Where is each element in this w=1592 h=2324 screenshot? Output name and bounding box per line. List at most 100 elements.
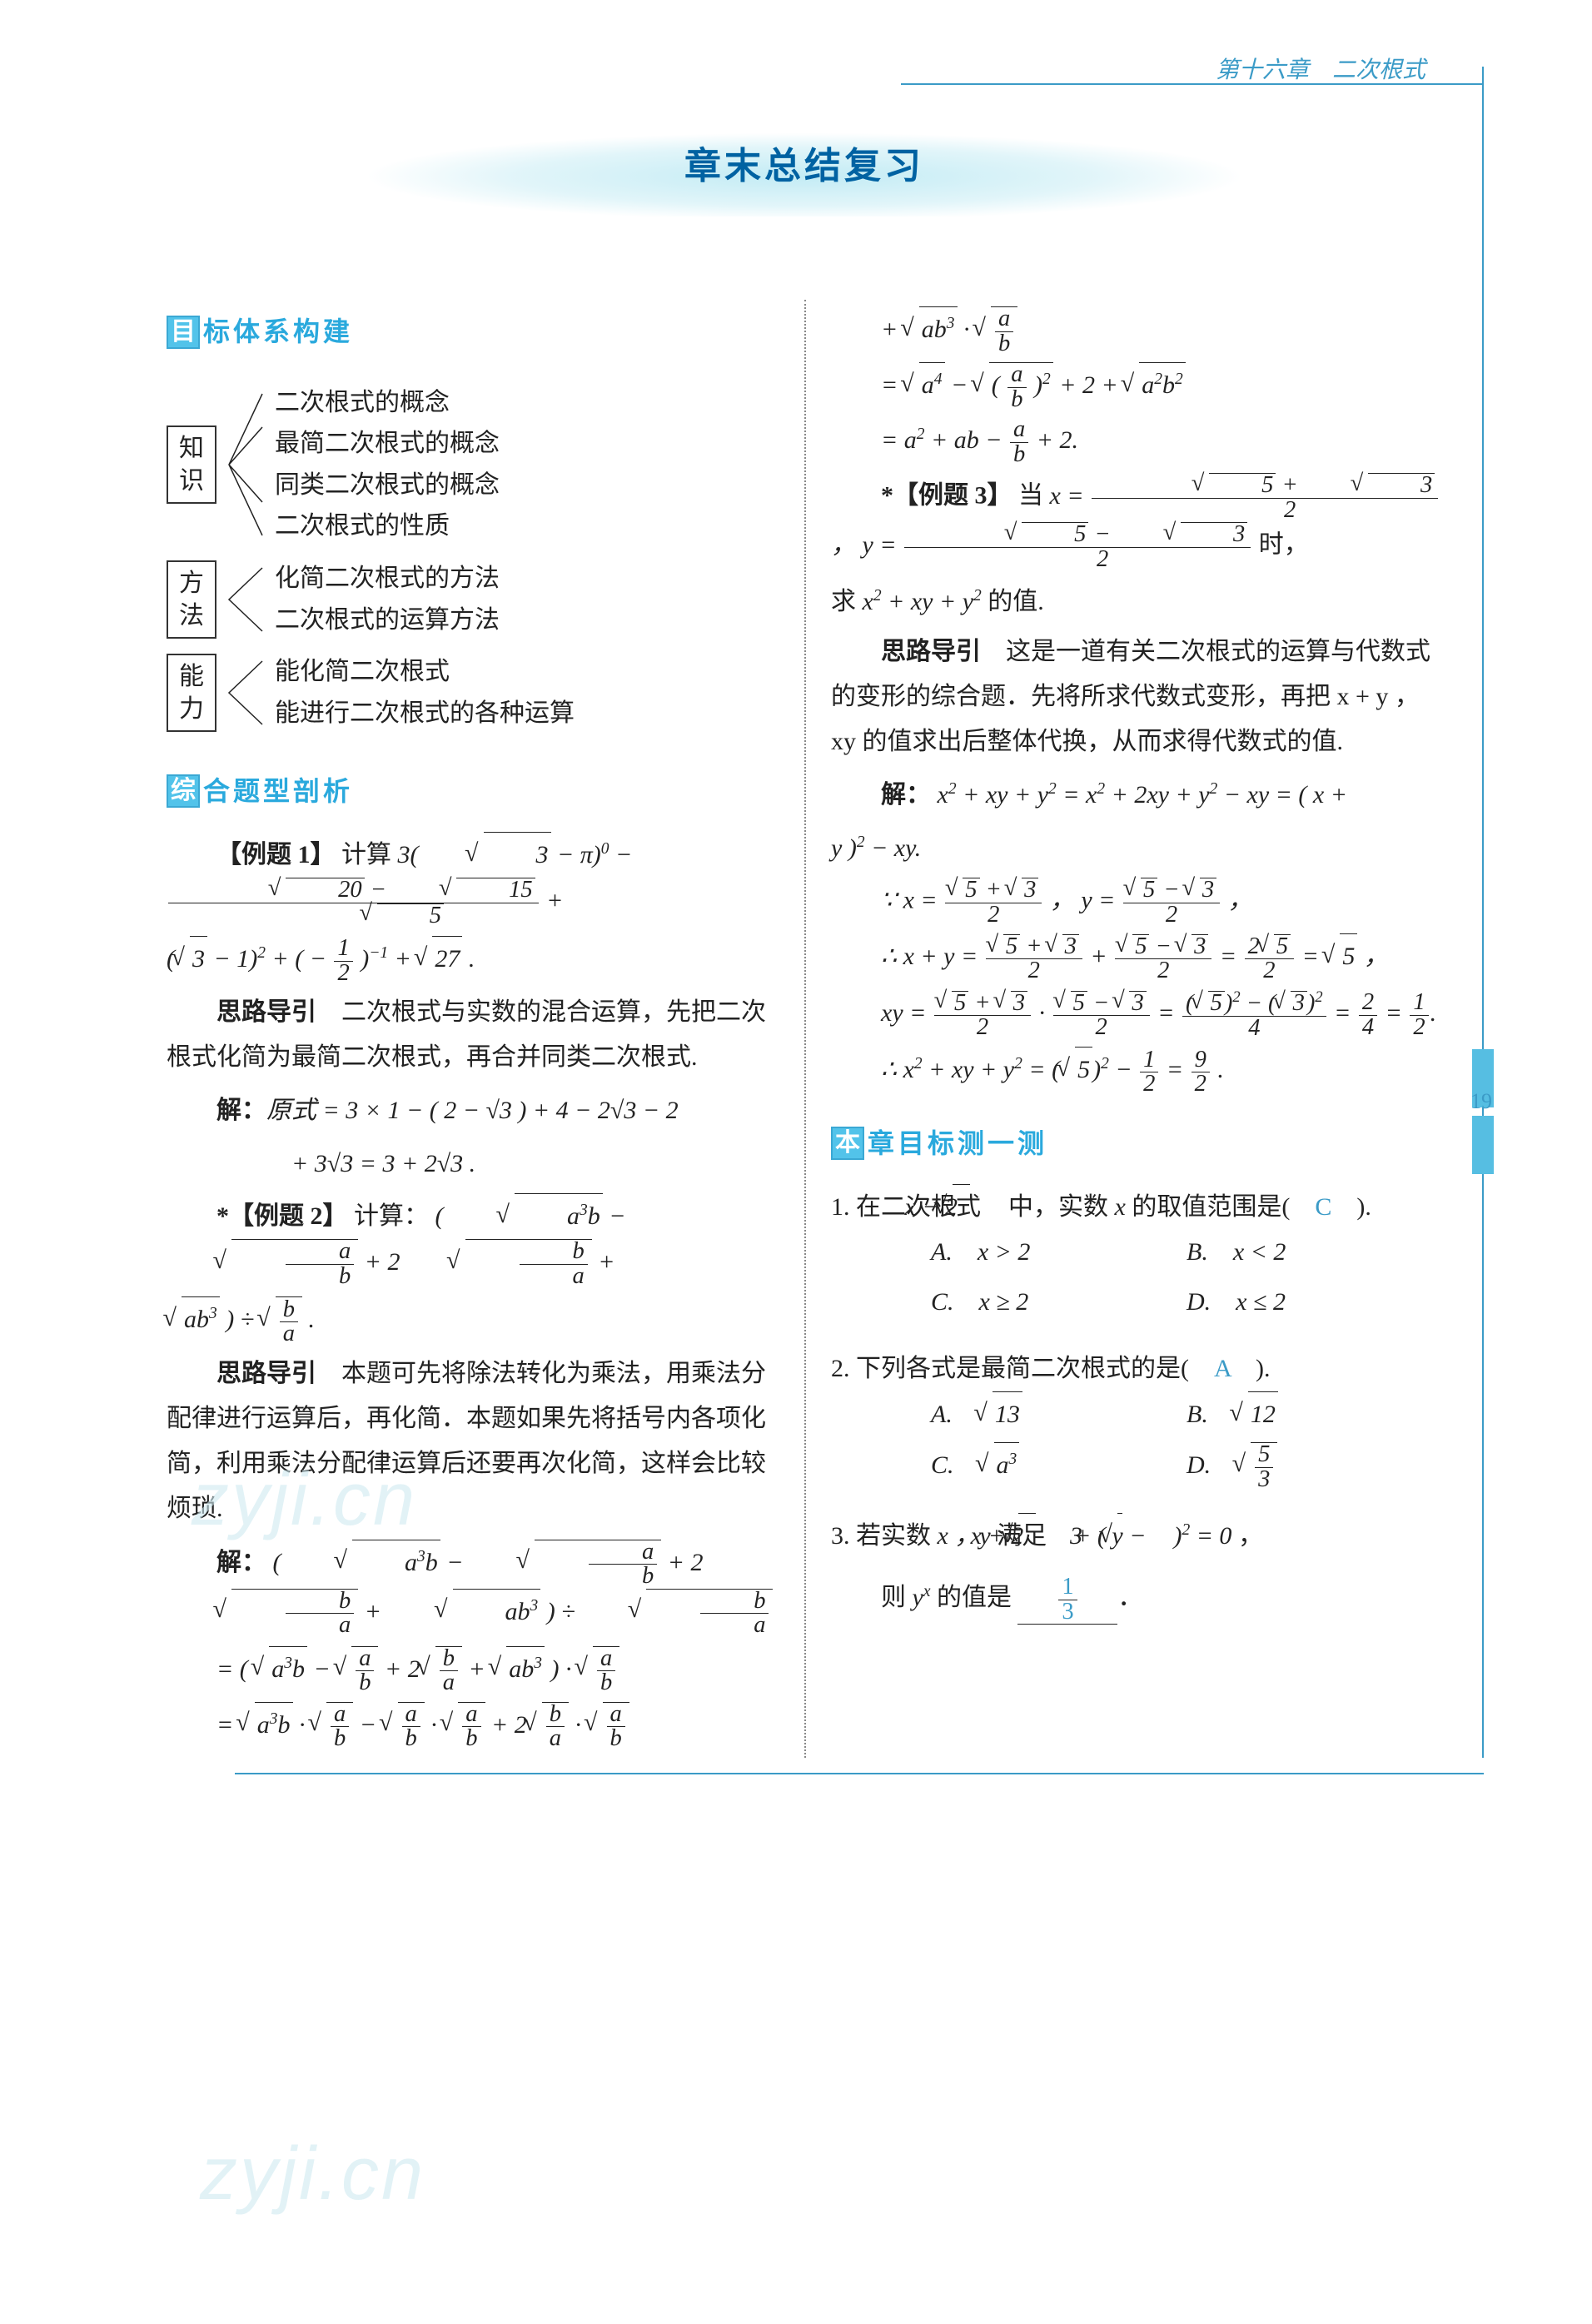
option-b: B. 12: [1187, 1391, 1442, 1437]
example-1-hint: 思路导引 二次根式与实数的混合运算，先把二次根式化简为最简二次根式，再合并同类二…: [167, 990, 779, 1080]
example-3-solution: 解： x2 + xy + y2 = x2 + 2xy + y2 − xy = (…: [831, 773, 1442, 818]
sol-step: = a3b · ab − ab · ab + 2ba · ab: [167, 1702, 779, 1751]
question-2: 2. 下列各式是最简二次根式的是( A ). A. 13 B. 12 C. a3…: [831, 1346, 1442, 1496]
example-label: *【例题 2】: [216, 1202, 348, 1230]
question-1: 1. 在二次根式 x − 2 中，实数 x 的取值范围是( C ). A. x …: [831, 1184, 1442, 1330]
sol-step: + ab3 · ab: [831, 306, 1442, 356]
sol-step: = a4 − ( ab )2 + 2 + a2b2: [831, 362, 1442, 411]
find-pre: 求: [831, 588, 856, 615]
example-3-find: 求 x2 + xy + y2 的值.: [831, 580, 1442, 625]
q-text: 的取值范围是(: [1132, 1193, 1315, 1221]
q-text: ，: [1238, 1522, 1263, 1550]
example-2-solution: 解： ( a3b − ab + 2ba + ab3 ) ÷ ba: [167, 1540, 779, 1638]
option-c: C. a3: [931, 1442, 1187, 1491]
math-inline: x: [1115, 1193, 1132, 1221]
question-list: 1. 在二次根式 x − 2 中，实数 x 的取值范围是( C ). A. x …: [831, 1184, 1442, 1625]
tree-item: 二次根式的概念: [275, 382, 500, 424]
q-text: 若实数: [856, 1522, 931, 1550]
tree-item: 能化简二次根式: [275, 651, 575, 693]
sol-label: 解：: [216, 1549, 266, 1576]
options: A. x > 2 B. x < 2 C. x ≥ 2 D. x ≤ 2: [881, 1230, 1442, 1330]
tree-label: 能 力: [167, 654, 216, 732]
math-inline: x − 2: [988, 1193, 1002, 1221]
example-2-stem: *【例题 2】 计算： ( a3b − ab + 2ba +: [167, 1193, 779, 1288]
q-close: ).: [1231, 1355, 1271, 1382]
sol-step: = a2 + ab − ab + 2.: [831, 418, 1442, 466]
example-1-solution: 解：原式 = 3 × 1 − ( 2 − √3 ) + 4 − 2√3 − 2: [167, 1088, 779, 1133]
example-label: 【例题 1】: [216, 841, 336, 868]
stem-text: 计算：: [354, 1202, 429, 1230]
section-title: 合题型剖析: [203, 768, 353, 816]
fill-pre: 则: [881, 1584, 906, 1611]
tree-item: 二次根式的运算方法: [275, 600, 500, 641]
example-1-stem-line2: (3 − 1)2 + ( − 12 )−1 + 27 .: [167, 936, 779, 985]
chapter-header: 第十六章 二次根式: [1216, 50, 1425, 92]
tree-label: 方 法: [167, 560, 216, 639]
section-head-analysis: 综 合题型剖析: [167, 768, 353, 816]
brace-icon: [216, 651, 275, 734]
q-tail: ．: [1117, 1584, 1142, 1611]
tree-items: 化简二次根式的方法 二次根式的运算方法: [275, 558, 500, 640]
q3-fill-line: 则 yx 的值是 13．: [881, 1575, 1442, 1625]
sol-line: y )2 − xy.: [831, 826, 1442, 871]
banner-title: 章末总结复习: [684, 133, 924, 199]
fill-blank: 13: [1017, 1575, 1117, 1625]
option-a: A. 13: [931, 1391, 1187, 1437]
q-close: ).: [1331, 1193, 1371, 1221]
sol-step: = ( a3b − ab + 2ba + ab3 ) · ab: [167, 1646, 779, 1695]
math-inline: x2 + xy + y2: [863, 588, 988, 615]
example-label: *【例题 3】: [881, 482, 1012, 510]
page-root: 第十六章 二次根式 19 章末总结复习 目 标体系构建 知 识 二次根式的: [0, 0, 1592, 1824]
bottom-border-decoration: [235, 1773, 1484, 1774]
option-d: D. x ≤ 2: [1187, 1280, 1442, 1325]
stem-text: 当: [1018, 482, 1043, 510]
sol-step: xy = 5 + 32 · 5 − 32 = (5)2 − (3)24 = 24…: [831, 990, 1442, 1041]
option-c: C. x ≥ 2: [931, 1280, 1187, 1325]
stem-tail: 时，: [1259, 531, 1309, 559]
answer: A: [1214, 1355, 1231, 1382]
sol-expr: x2 + xy + y2 = x2 + 2xy + y2 − xy = ( x …: [938, 781, 1347, 809]
section-title: 章目标测一测: [868, 1120, 1047, 1168]
q-num: 3.: [831, 1522, 850, 1550]
side-tab-lower: [1472, 1116, 1494, 1174]
brace-icon: [216, 558, 275, 641]
math-inline: yx: [913, 1584, 937, 1611]
example-3-hint: 思路导引 这是一道有关二次根式的运算与代数式的变形的综合题．先将所求代数式变形，…: [831, 630, 1442, 764]
question-3: 3. 若实数 x ，y 满足 x + 2 + ( y − 3 )2 = 0 ， …: [831, 1513, 1442, 1625]
banner: 章末总结复习: [167, 133, 1442, 266]
left-column: 目 标体系构建 知 识 二次根式的概念 最简二次根式的概念 同类二次根式的概念 …: [167, 300, 804, 1758]
hint-label: 思路导引: [216, 998, 316, 1026]
example-1-stem: 【例题 1】 计算 3(3 − π)0 − 20 − 155 +: [167, 832, 779, 928]
example-3-stem: *【例题 3】 当 x = 5 + 32 ， y = 5 − 32 时，: [831, 473, 1442, 571]
sol-label: 解：: [881, 781, 931, 809]
tree-items: 能化简二次根式 能进行二次根式的各种运算: [275, 651, 575, 734]
section-head-test: 本 章目标测一测: [831, 1120, 1047, 1168]
q-num: 2.: [831, 1355, 850, 1382]
sol-line: 原式 = 3 × 1 − ( 2 − √3 ) + 4 − 2√3 − 2: [266, 1097, 679, 1124]
section-icon: 本: [831, 1127, 864, 1160]
section-head-tree: 目 标体系构建: [167, 308, 353, 356]
two-column-layout: 目 标体系构建 知 识 二次根式的概念 最简二次根式的概念 同类二次根式的概念 …: [167, 300, 1442, 1758]
option-b: B. x < 2: [1187, 1230, 1442, 1275]
q-num: 1.: [831, 1193, 850, 1221]
section-icon: 目: [167, 316, 200, 349]
answer: C: [1315, 1193, 1331, 1221]
sol-label: 解：: [216, 1097, 266, 1124]
example-2-hint: 思路导引 本题可先将除法转化为乘法，用乘法分配律进行运算后，再化简．本题如果先将…: [167, 1351, 779, 1531]
tree-items: 二次根式的概念 最简二次根式的概念 同类二次根式的概念 二次根式的性质: [275, 382, 500, 547]
q-text: 下列各式是最简二次根式的是(: [856, 1355, 1214, 1382]
find-post: 的值.: [988, 588, 1044, 615]
example-2-stem-line2: ab3 ) ÷ ba .: [167, 1296, 779, 1346]
sol-step: ∵ x = 5 + 32 ， y = 5 − 32 ，: [831, 878, 1442, 927]
tree-item: 化简二次根式的方法: [275, 558, 500, 600]
tree-item: 二次根式的性质: [275, 505, 500, 547]
tree-item: 同类二次根式的概念: [275, 465, 500, 506]
q-text: 中，实数: [1008, 1193, 1108, 1221]
hint-label: 思路导引: [881, 638, 981, 665]
tree-group-method: 方 法 化简二次根式的方法 二次根式的运算方法: [167, 558, 779, 641]
sol-step: ∴ x2 + xy + y2 = (5)2 − 12 = 92 .: [831, 1047, 1442, 1096]
knowledge-tree: 知 识 二次根式的概念 最简二次根式的概念 同类二次根式的概念 二次根式的性质 …: [167, 381, 779, 734]
right-border-decoration: [1474, 67, 1484, 1758]
sol-step: ∴ x + y = 5 + 32 + 5 − 32 = 252 = 5 ，: [831, 933, 1442, 983]
tree-item: 能进行二次根式的各种运算: [275, 693, 575, 734]
